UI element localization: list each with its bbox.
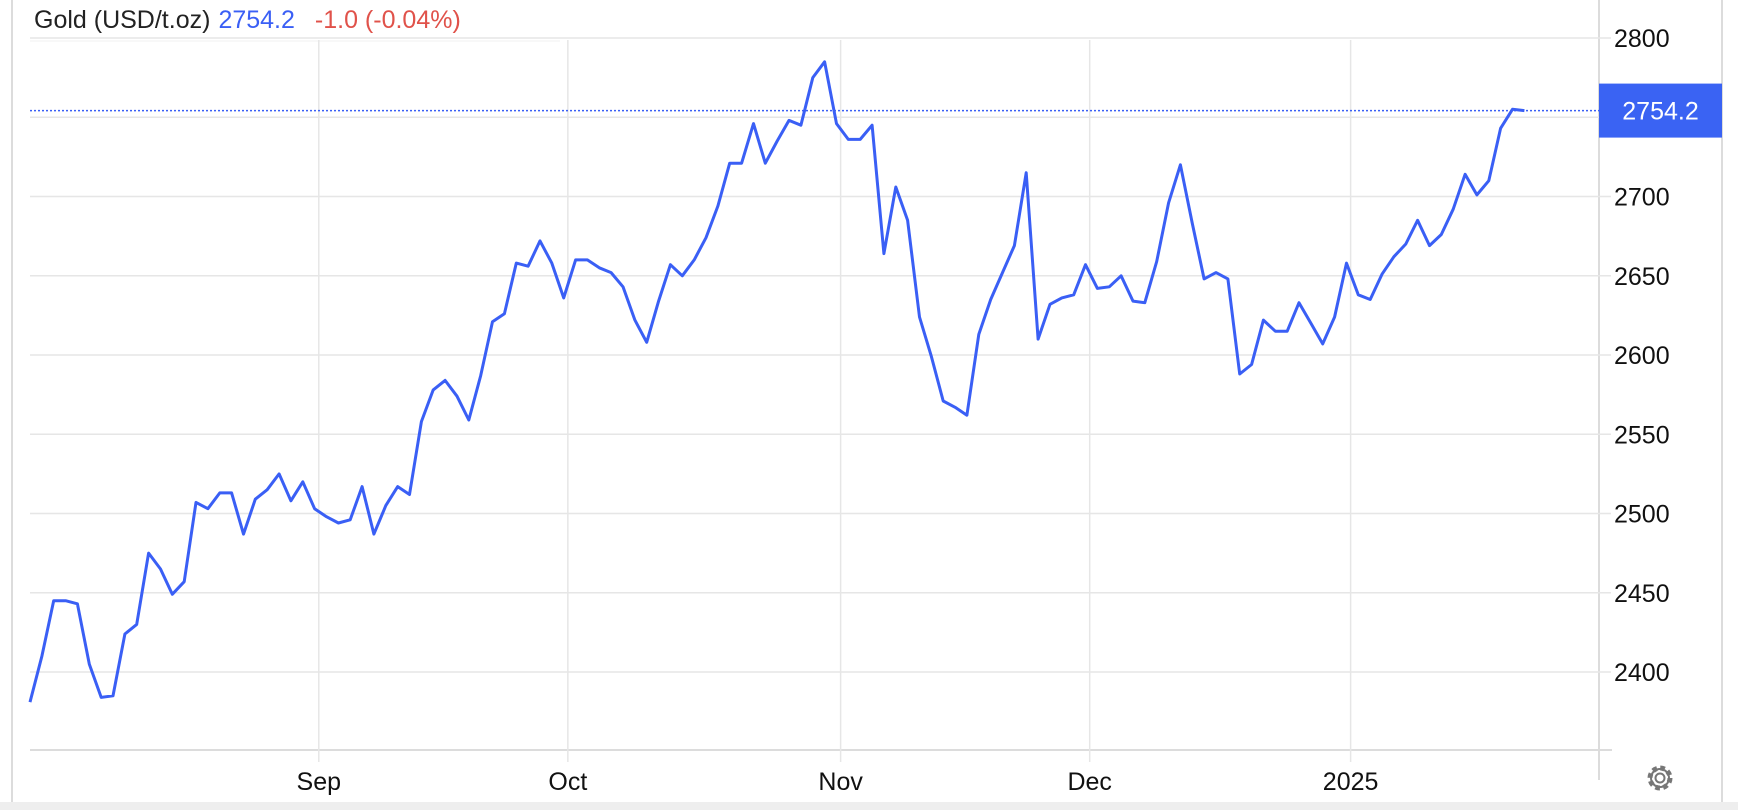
grid-lines bbox=[30, 37, 1611, 762]
x-tick-label: Oct bbox=[548, 768, 587, 796]
price-series bbox=[28, 60, 1525, 703]
instrument-name: Gold (USD/t.oz) bbox=[34, 6, 211, 34]
last-price-label: 2754.2 bbox=[1622, 98, 1698, 126]
y-tick-label: 2550 bbox=[1614, 421, 1670, 449]
last-price-box bbox=[1599, 83, 1722, 138]
current-price: 2754.2 bbox=[218, 6, 295, 34]
bottom-bar bbox=[0, 802, 1738, 810]
y-tick-label: 2450 bbox=[1614, 580, 1670, 608]
price-line bbox=[28, 60, 1525, 703]
gear-icon[interactable] bbox=[1647, 765, 1673, 791]
x-axis: Sep Oct Nov Dec 2025 bbox=[297, 768, 1379, 796]
y-tick-label: 2500 bbox=[1614, 501, 1670, 529]
y-tick-label: 2800 bbox=[1614, 25, 1670, 53]
y-tick-label: 2700 bbox=[1614, 184, 1670, 212]
last-price-tag: 2754.2 bbox=[30, 83, 1722, 138]
y-tick-label: 2600 bbox=[1614, 342, 1670, 370]
price-change: -1.0 (-0.04%) bbox=[314, 6, 461, 34]
x-tick-label: Nov bbox=[818, 768, 863, 796]
x-tick-label: Sep bbox=[297, 768, 341, 796]
y-tick-label: 2650 bbox=[1614, 263, 1670, 291]
chart-title: Gold (USD/t.oz) 2754.2 -1.0 (-0.04%) bbox=[34, 6, 469, 35]
x-tick-label: Dec bbox=[1067, 768, 1111, 796]
x-tick-label: 2025 bbox=[1323, 768, 1379, 796]
y-axis: 2400 2450 2500 2550 2600 2650 2700 2800 bbox=[1614, 25, 1670, 687]
y-tick-label: 2400 bbox=[1614, 659, 1670, 687]
